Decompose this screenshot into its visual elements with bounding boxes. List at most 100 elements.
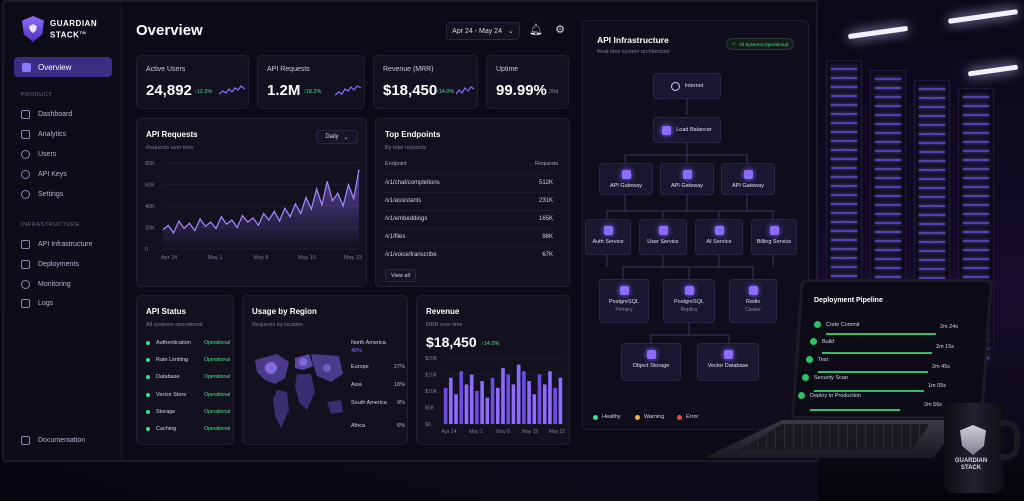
pipeline-step: Deploy to Production <box>798 392 861 399</box>
database-icon <box>723 350 733 359</box>
card-subtitle: All systems operational <box>146 322 203 328</box>
node-label: User Service <box>647 239 679 245</box>
node-api-gateway-3[interactable]: API Gateway <box>721 163 775 195</box>
node-vector-database[interactable]: Vector Database <box>697 343 759 381</box>
kpi-period: 30d <box>549 89 559 95</box>
pipeline-progress <box>814 390 924 392</box>
revenue-bar <box>495 387 500 424</box>
pipeline-progress <box>818 371 928 373</box>
region-row: Asia 18% <box>351 382 405 388</box>
node-label: AI Service <box>706 239 732 245</box>
node-user-service[interactable]: User Service <box>639 219 687 255</box>
status-row: Authentication Operational <box>146 340 230 346</box>
top-endpoints-card: Top Endpoints By total requests Endpoint… <box>375 118 570 287</box>
x-tick-label: Apr 24 <box>161 255 177 261</box>
interval-select[interactable]: Daily ⌄ <box>316 130 358 144</box>
check-icon <box>798 392 805 399</box>
view-all-button[interactable]: View all <box>385 269 416 282</box>
pipeline-step-time: 1m 05s <box>928 383 947 389</box>
sidebar-item-analytics[interactable]: Analytics <box>21 130 66 139</box>
cube-icon <box>662 125 672 135</box>
table-row[interactable]: /v1/voice/transcribe 67K <box>385 246 553 264</box>
api-requests-chart-card: API Requests Requests over time 80K 60K 40… <box>136 118 367 287</box>
legend-label: Error <box>686 414 699 420</box>
kpi-value: 24,892 <box>146 82 192 99</box>
y-tick-label: $15K <box>425 373 438 379</box>
date-range-picker[interactable]: Apr 24 - May 24 ⌄ <box>446 22 520 40</box>
revenue-bar <box>490 377 495 424</box>
table-row[interactable]: /v1/embeddings 165K <box>385 210 553 228</box>
node-internet[interactable]: Internet <box>653 73 721 99</box>
card-title: Revenue <box>426 307 460 316</box>
revenue-bar <box>542 384 547 424</box>
pipeline-step: Test <box>806 356 828 363</box>
architecture-connectors <box>606 99 774 343</box>
status-badge: Operational <box>204 374 230 380</box>
pipeline-title: Deployment Pipeline <box>814 297 883 304</box>
sidebar-item-dashboard[interactable]: Dashboard <box>21 110 72 119</box>
storage-icon <box>646 350 656 359</box>
sidebar-item-users[interactable]: Users <box>21 150 56 159</box>
status-badge: Operational <box>204 426 230 432</box>
node-label: API Gateway <box>670 183 704 189</box>
panel-title: API Infrastructure <box>597 35 669 45</box>
users-icon <box>21 150 30 159</box>
brand-logo[interactable]: GUARDIAN STACKTM <box>22 16 97 42</box>
sidebar-item-api-keys[interactable]: API Keys <box>21 170 67 179</box>
service-name: Database <box>156 374 180 380</box>
sidebar-item-logs[interactable]: Logs <box>21 299 53 308</box>
pipeline-step-name: Security Scan <box>814 374 848 381</box>
node-label: Internet <box>684 83 704 89</box>
sidebar-item-deployments[interactable]: Deployments <box>21 260 79 269</box>
status-dot <box>146 427 150 431</box>
node-api-gateway-2[interactable]: API Gateway <box>660 163 714 195</box>
node-postgres-primary[interactable]: PostgreSQL Primary <box>599 279 649 323</box>
dashboard-icon <box>21 110 30 119</box>
region-percent: 18% <box>393 382 405 388</box>
card-title: Usage by Region <box>252 307 317 316</box>
revenue-bar <box>459 371 464 424</box>
sidebar-item-api-infrastructure[interactable]: API Infrastructure <box>21 240 92 249</box>
node-api-gateway-1[interactable]: API Gateway <box>599 163 653 195</box>
kpi-api-requests: API Requests 1.2M ↑18.2% <box>257 55 365 109</box>
home-icon <box>22 62 31 72</box>
revenue-bar <box>469 374 474 424</box>
cube-icon <box>603 226 613 235</box>
gear-icon[interactable]: ⚙ <box>555 24 565 36</box>
kpi-label: Active Users <box>146 66 186 73</box>
node-object-storage[interactable]: Object Storage <box>621 343 681 381</box>
table-row[interactable]: /v1/files 98K <box>385 228 553 246</box>
table-row[interactable]: /v1/assistants 231K <box>385 192 553 210</box>
sidebar-item-label: Settings <box>38 191 64 198</box>
node-postgres-replica[interactable]: PostgreSQL Replica <box>663 279 715 323</box>
sidebar-item-overview[interactable]: Overview <box>14 57 112 77</box>
x-tick-label: May 22 <box>549 429 566 435</box>
node-auth-service[interactable]: Auth Service <box>585 219 631 255</box>
sidebar-item-documentation[interactable]: Documentation <box>21 436 85 445</box>
kpi-label: Revenue (MRR) <box>383 66 434 73</box>
gateway-icon <box>682 170 692 179</box>
series-line <box>162 169 360 235</box>
node-load-balancer[interactable]: Load Balancer <box>653 117 721 143</box>
sidebar-item-label: Monitoring <box>38 281 71 288</box>
revenue-bar <box>449 377 453 424</box>
y-tick-label: $10K <box>425 389 438 395</box>
node-redis-cluster[interactable]: Redis Cluster <box>729 279 777 323</box>
endpoint-path: /v1/files <box>385 234 406 240</box>
node-billing-service[interactable]: Billing Service <box>751 219 797 255</box>
sidebar-item-settings[interactable]: Settings <box>21 190 63 199</box>
sidebar-item-monitoring[interactable]: Monitoring <box>21 280 71 289</box>
legend-warning: Warning <box>635 414 664 420</box>
pipeline-step-name: Code Commit <box>826 321 860 328</box>
chevron-down-icon: ⌄ <box>343 134 349 141</box>
table-row[interactable]: /v1/chat/completions 512K <box>385 174 553 192</box>
status-row: Rate Limiting Operational <box>146 357 230 363</box>
y-tick-label: 80K <box>145 161 155 167</box>
revenue-bar <box>558 377 563 424</box>
world-map <box>255 354 343 428</box>
node-ai-service[interactable]: AI Service <box>695 219 743 255</box>
bell-icon[interactable]: 🔔︎ <box>529 24 543 36</box>
revenue-bar <box>501 367 505 424</box>
service-name: Authentication <box>156 340 191 346</box>
region-name: Africa <box>351 423 366 429</box>
